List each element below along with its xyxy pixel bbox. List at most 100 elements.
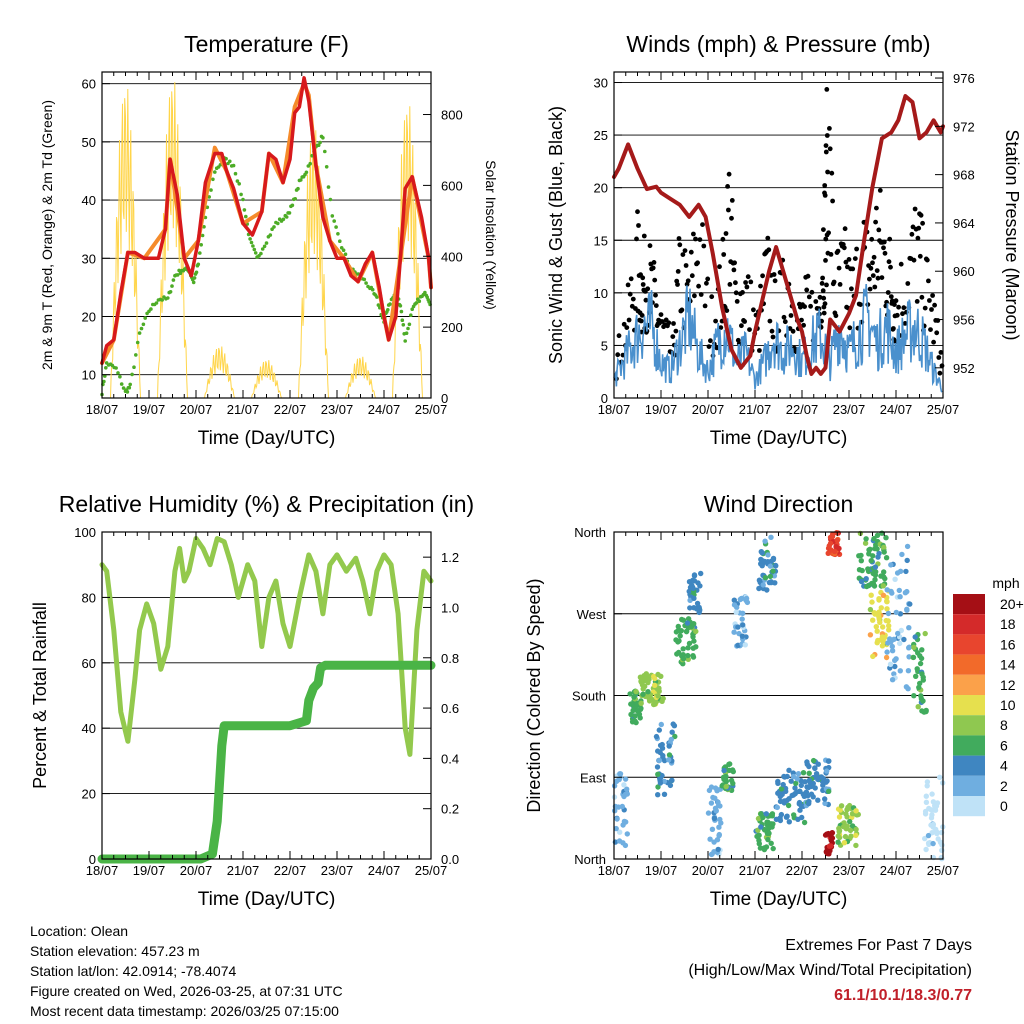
gust-point <box>831 279 837 285</box>
gust-point <box>676 236 682 241</box>
direction-point <box>785 802 792 809</box>
direction-point <box>896 587 902 594</box>
direction-point <box>765 819 771 825</box>
direction-point <box>652 675 658 682</box>
gust-point <box>627 291 633 297</box>
direction-point <box>691 578 698 584</box>
direction-point <box>661 791 668 797</box>
dewpoint-point <box>400 318 405 323</box>
gust-point <box>937 370 943 376</box>
direction-point <box>939 842 945 848</box>
x-tick-label: 21/07 <box>227 863 260 878</box>
gust-point <box>645 286 651 292</box>
gust-point <box>870 273 876 278</box>
legend-label: 14 <box>1000 657 1016 673</box>
gust-point <box>767 318 773 324</box>
gust-point <box>621 321 627 327</box>
direction-point <box>796 799 803 806</box>
gust-point <box>817 294 823 300</box>
direction-point <box>634 701 640 707</box>
dewpoint-point <box>160 298 164 302</box>
gust-point <box>918 212 924 218</box>
direction-point <box>871 610 877 616</box>
gust-point <box>698 292 704 297</box>
direction-point <box>617 829 623 835</box>
gust-point <box>640 275 646 281</box>
direction-point <box>623 819 629 825</box>
direction-point <box>652 682 658 688</box>
x-tick-label: 24/07 <box>368 863 401 878</box>
gust-point <box>651 260 657 265</box>
direction-point <box>621 782 627 788</box>
direction-point <box>763 811 769 817</box>
y-tick-right-label: 0.4 <box>441 751 459 766</box>
direction-point <box>831 548 838 555</box>
gust-point <box>713 318 718 324</box>
gust-point <box>724 308 730 313</box>
gust-point <box>858 302 863 307</box>
direction-point <box>717 816 723 823</box>
x-tick-label: 22/07 <box>274 402 307 417</box>
dewpoint-point <box>251 244 255 248</box>
gust-point <box>670 334 676 339</box>
direction-point <box>633 688 639 695</box>
direction-point <box>685 645 691 651</box>
gust-point <box>734 299 740 304</box>
direction-point <box>632 718 638 724</box>
direction-point <box>815 797 821 803</box>
direction-point <box>768 534 774 540</box>
direction-point <box>872 572 879 578</box>
figure-created: Figure created on Wed, 2026-03-25, at 07… <box>30 983 343 999</box>
dewpoint-point <box>406 326 410 331</box>
gust-point <box>625 282 631 288</box>
direction-point <box>657 742 664 749</box>
dewpoint-point <box>143 316 147 320</box>
gust-point <box>790 328 796 334</box>
direction-point <box>759 550 765 556</box>
direction-tick-label: North <box>574 852 606 867</box>
direction-point <box>756 832 762 838</box>
gust-point <box>829 170 835 176</box>
dewpoint-point <box>276 221 280 226</box>
direction-point <box>906 625 912 631</box>
dewpoint-point <box>202 225 206 229</box>
gust-point <box>842 226 848 232</box>
direction-point <box>669 729 675 735</box>
dewpoint-point <box>125 390 130 394</box>
direction-point <box>760 582 766 588</box>
direction-point <box>770 556 777 563</box>
x-tick-label: 18/07 <box>598 402 631 417</box>
gust-point <box>938 350 944 355</box>
gust-point <box>782 319 788 325</box>
direction-point <box>889 590 895 596</box>
direction-point <box>716 824 722 830</box>
dewpoint-point <box>338 239 342 243</box>
direction-point <box>677 633 683 639</box>
dewpoint-point <box>137 331 142 335</box>
direction-point <box>849 811 856 817</box>
gust-point <box>706 344 712 349</box>
direction-point <box>880 624 886 630</box>
dewpoint-point <box>198 251 202 255</box>
gust-point <box>872 284 878 290</box>
y-tick-label: 30 <box>594 76 608 91</box>
gust-point <box>820 288 826 294</box>
direction-point <box>655 748 661 754</box>
direction-point <box>735 624 741 630</box>
direction-point <box>897 640 903 647</box>
gust-point <box>787 326 793 331</box>
gust-point <box>673 328 679 334</box>
direction-point <box>836 814 843 820</box>
gust-point <box>854 246 859 252</box>
dewpoint-point <box>249 240 254 245</box>
gust-point <box>894 312 900 318</box>
x-tick-label: 19/07 <box>133 863 166 878</box>
direction-point <box>691 621 697 627</box>
direction-point <box>928 822 934 828</box>
y-tick-right-label: 0 <box>441 391 448 406</box>
direction-point <box>810 780 816 787</box>
direction-point <box>886 627 892 633</box>
direction-point <box>675 639 681 645</box>
direction-point <box>893 609 899 616</box>
direction-point <box>904 557 910 564</box>
